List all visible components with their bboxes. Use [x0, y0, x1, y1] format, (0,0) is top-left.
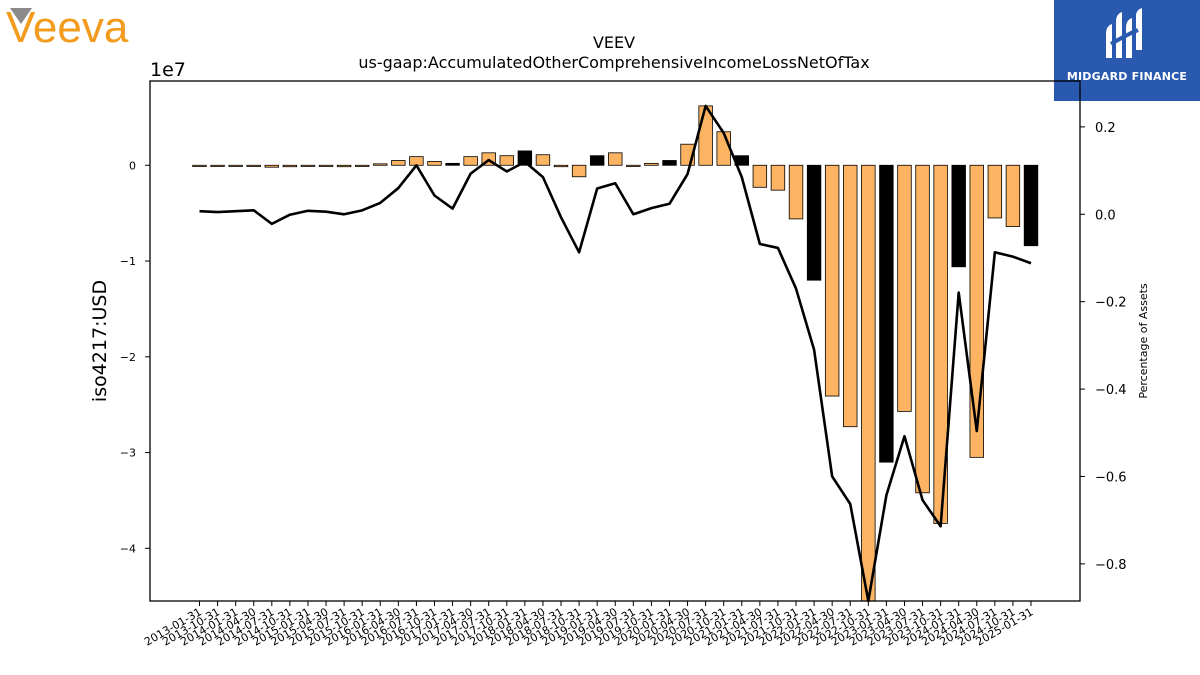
bar: [246, 164, 261, 167]
bar: [806, 164, 822, 281]
y2-tick-label: −0.4: [1095, 383, 1127, 398]
bar: [662, 160, 677, 166]
bar: [354, 164, 370, 167]
y2-axis-label: Percentage of Assets: [1137, 283, 1150, 399]
bar: [499, 155, 514, 166]
bar: [608, 152, 623, 166]
y-tick-label: 0: [129, 159, 136, 172]
bar: [228, 164, 243, 167]
veeva-logo: Veeva: [6, 3, 129, 48]
y-tick-label: −2: [120, 351, 136, 364]
midgard-finance-logo: MIDGARD FINANCE: [1054, 0, 1200, 101]
bar: [373, 163, 388, 166]
y2-tick-label: −0.8: [1095, 558, 1127, 573]
veeva-logo-text: Veeva: [6, 3, 129, 48]
chart-title: VEEV: [593, 33, 635, 52]
bar: [445, 162, 460, 166]
bar: [752, 164, 768, 188]
bar: [861, 164, 876, 602]
y-axis-label: iso4217:USD: [89, 280, 111, 402]
bar: [336, 164, 352, 168]
y-tick-label: −4: [120, 542, 136, 555]
midgard-logo-mark: [1106, 8, 1142, 58]
bar: [843, 164, 858, 428]
bar: [915, 164, 930, 494]
bar: [879, 164, 894, 463]
bar: [589, 155, 605, 166]
bar: [427, 161, 442, 166]
bar: [897, 164, 912, 412]
bar: [969, 164, 984, 458]
bar: [987, 164, 1003, 219]
bar: [318, 164, 334, 167]
y-tick-label: −1: [120, 255, 136, 268]
bar: [300, 164, 316, 167]
bar: [788, 164, 804, 220]
bar: [626, 164, 641, 167]
bar: [1005, 164, 1021, 227]
bar: [951, 164, 966, 268]
bar: [409, 156, 424, 166]
veeva-logo-chevron: [10, 8, 32, 24]
bar: [553, 164, 569, 168]
bar: [264, 164, 280, 168]
bar: [716, 131, 731, 166]
y2-tick-label: 0.0: [1095, 208, 1116, 223]
bar: [192, 164, 207, 167]
bar: [535, 154, 551, 166]
bar: [824, 164, 840, 397]
line-series-percentage-of-assets: [199, 104, 1032, 603]
bar: [770, 164, 786, 191]
chart-subtitle: us-gaap:AccumulatedOtherComprehensiveInc…: [358, 53, 869, 72]
y-offset-label: 1e7: [150, 59, 186, 81]
y2-tick-label: 0.2: [1095, 121, 1116, 136]
bar: [463, 156, 478, 166]
y2-tick-label: −0.2: [1095, 296, 1127, 311]
bar: [644, 162, 659, 166]
bar: [282, 164, 298, 168]
y2-tick-label: −0.6: [1095, 470, 1127, 485]
midgard-logo-text: MIDGARD FINANCE: [1066, 70, 1188, 83]
bar: [210, 164, 225, 167]
bar: [391, 160, 406, 166]
bar: [571, 164, 587, 178]
y-tick-label: −3: [120, 447, 136, 460]
bar: [517, 150, 533, 166]
bar: [1023, 164, 1039, 247]
